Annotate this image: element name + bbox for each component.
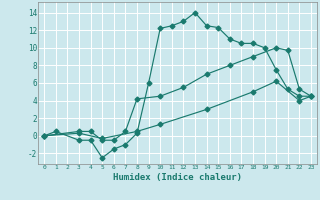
X-axis label: Humidex (Indice chaleur): Humidex (Indice chaleur) xyxy=(113,173,242,182)
